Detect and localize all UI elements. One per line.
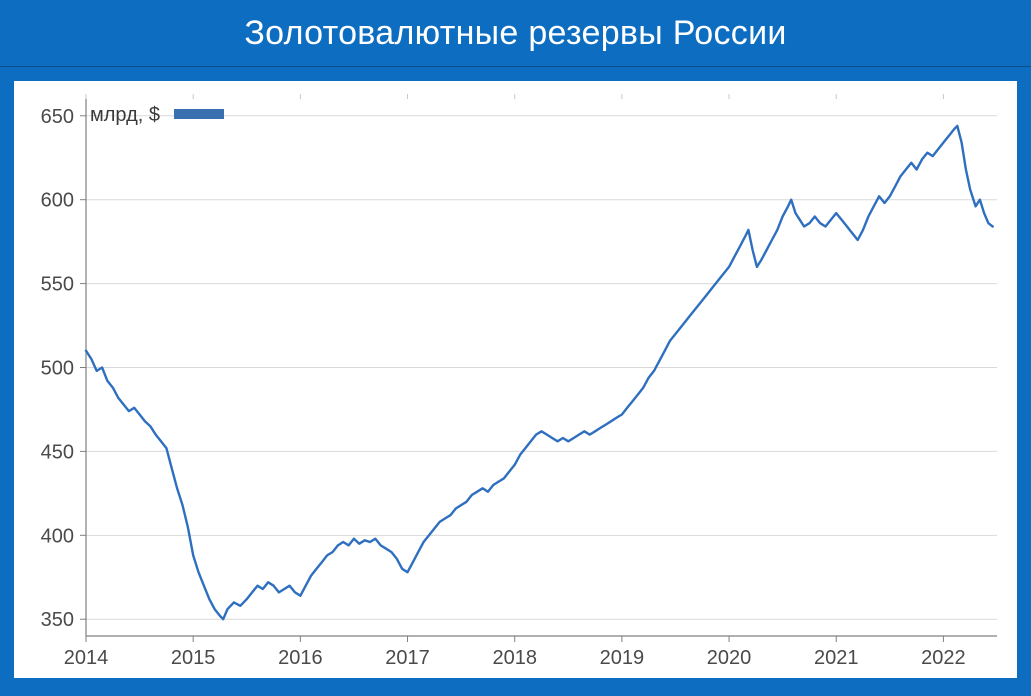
x-tick-label: 2016 — [278, 647, 323, 669]
title-bar: Золотовалютные резервы России — [0, 0, 1031, 67]
chart-frame: Золотовалютные резервы России 350 400 450 5… — [0, 0, 1031, 696]
y-tick-label: 350 — [41, 609, 74, 631]
legend-swatch — [174, 109, 224, 119]
y-tick-label: 550 — [41, 274, 74, 296]
y-tick-label: 600 — [41, 190, 74, 212]
x-tick-label: 2019 — [600, 647, 645, 669]
x-tick-label: 2015 — [171, 647, 216, 669]
y-tick-label: 650 — [41, 106, 74, 128]
page-title: Золотовалютные резервы России — [244, 14, 786, 53]
plot-wrap: 350 400 450 500 550 600 650 2014 2015 2016 2017 201… — [0, 67, 1031, 696]
x-tick-label: 2022 — [921, 647, 966, 669]
chart-svg: 350 400 450 500 550 600 650 2014 2015 2016 2017 201… — [14, 81, 1017, 678]
legend-label: млрд, $ — [90, 104, 160, 126]
x-tick-label: 2017 — [385, 647, 430, 669]
y-tick-label: 450 — [41, 441, 74, 463]
x-tick-label: 2018 — [492, 647, 537, 669]
x-tick-label: 2021 — [814, 647, 859, 669]
y-tick-label: 400 — [41, 525, 74, 547]
y-tick-label: 500 — [41, 358, 74, 380]
x-tick-label: 2014 — [64, 647, 109, 669]
x-tick-label: 2020 — [707, 647, 752, 669]
line-chart: 350 400 450 500 550 600 650 2014 2015 2016 2017 201… — [14, 81, 1017, 678]
